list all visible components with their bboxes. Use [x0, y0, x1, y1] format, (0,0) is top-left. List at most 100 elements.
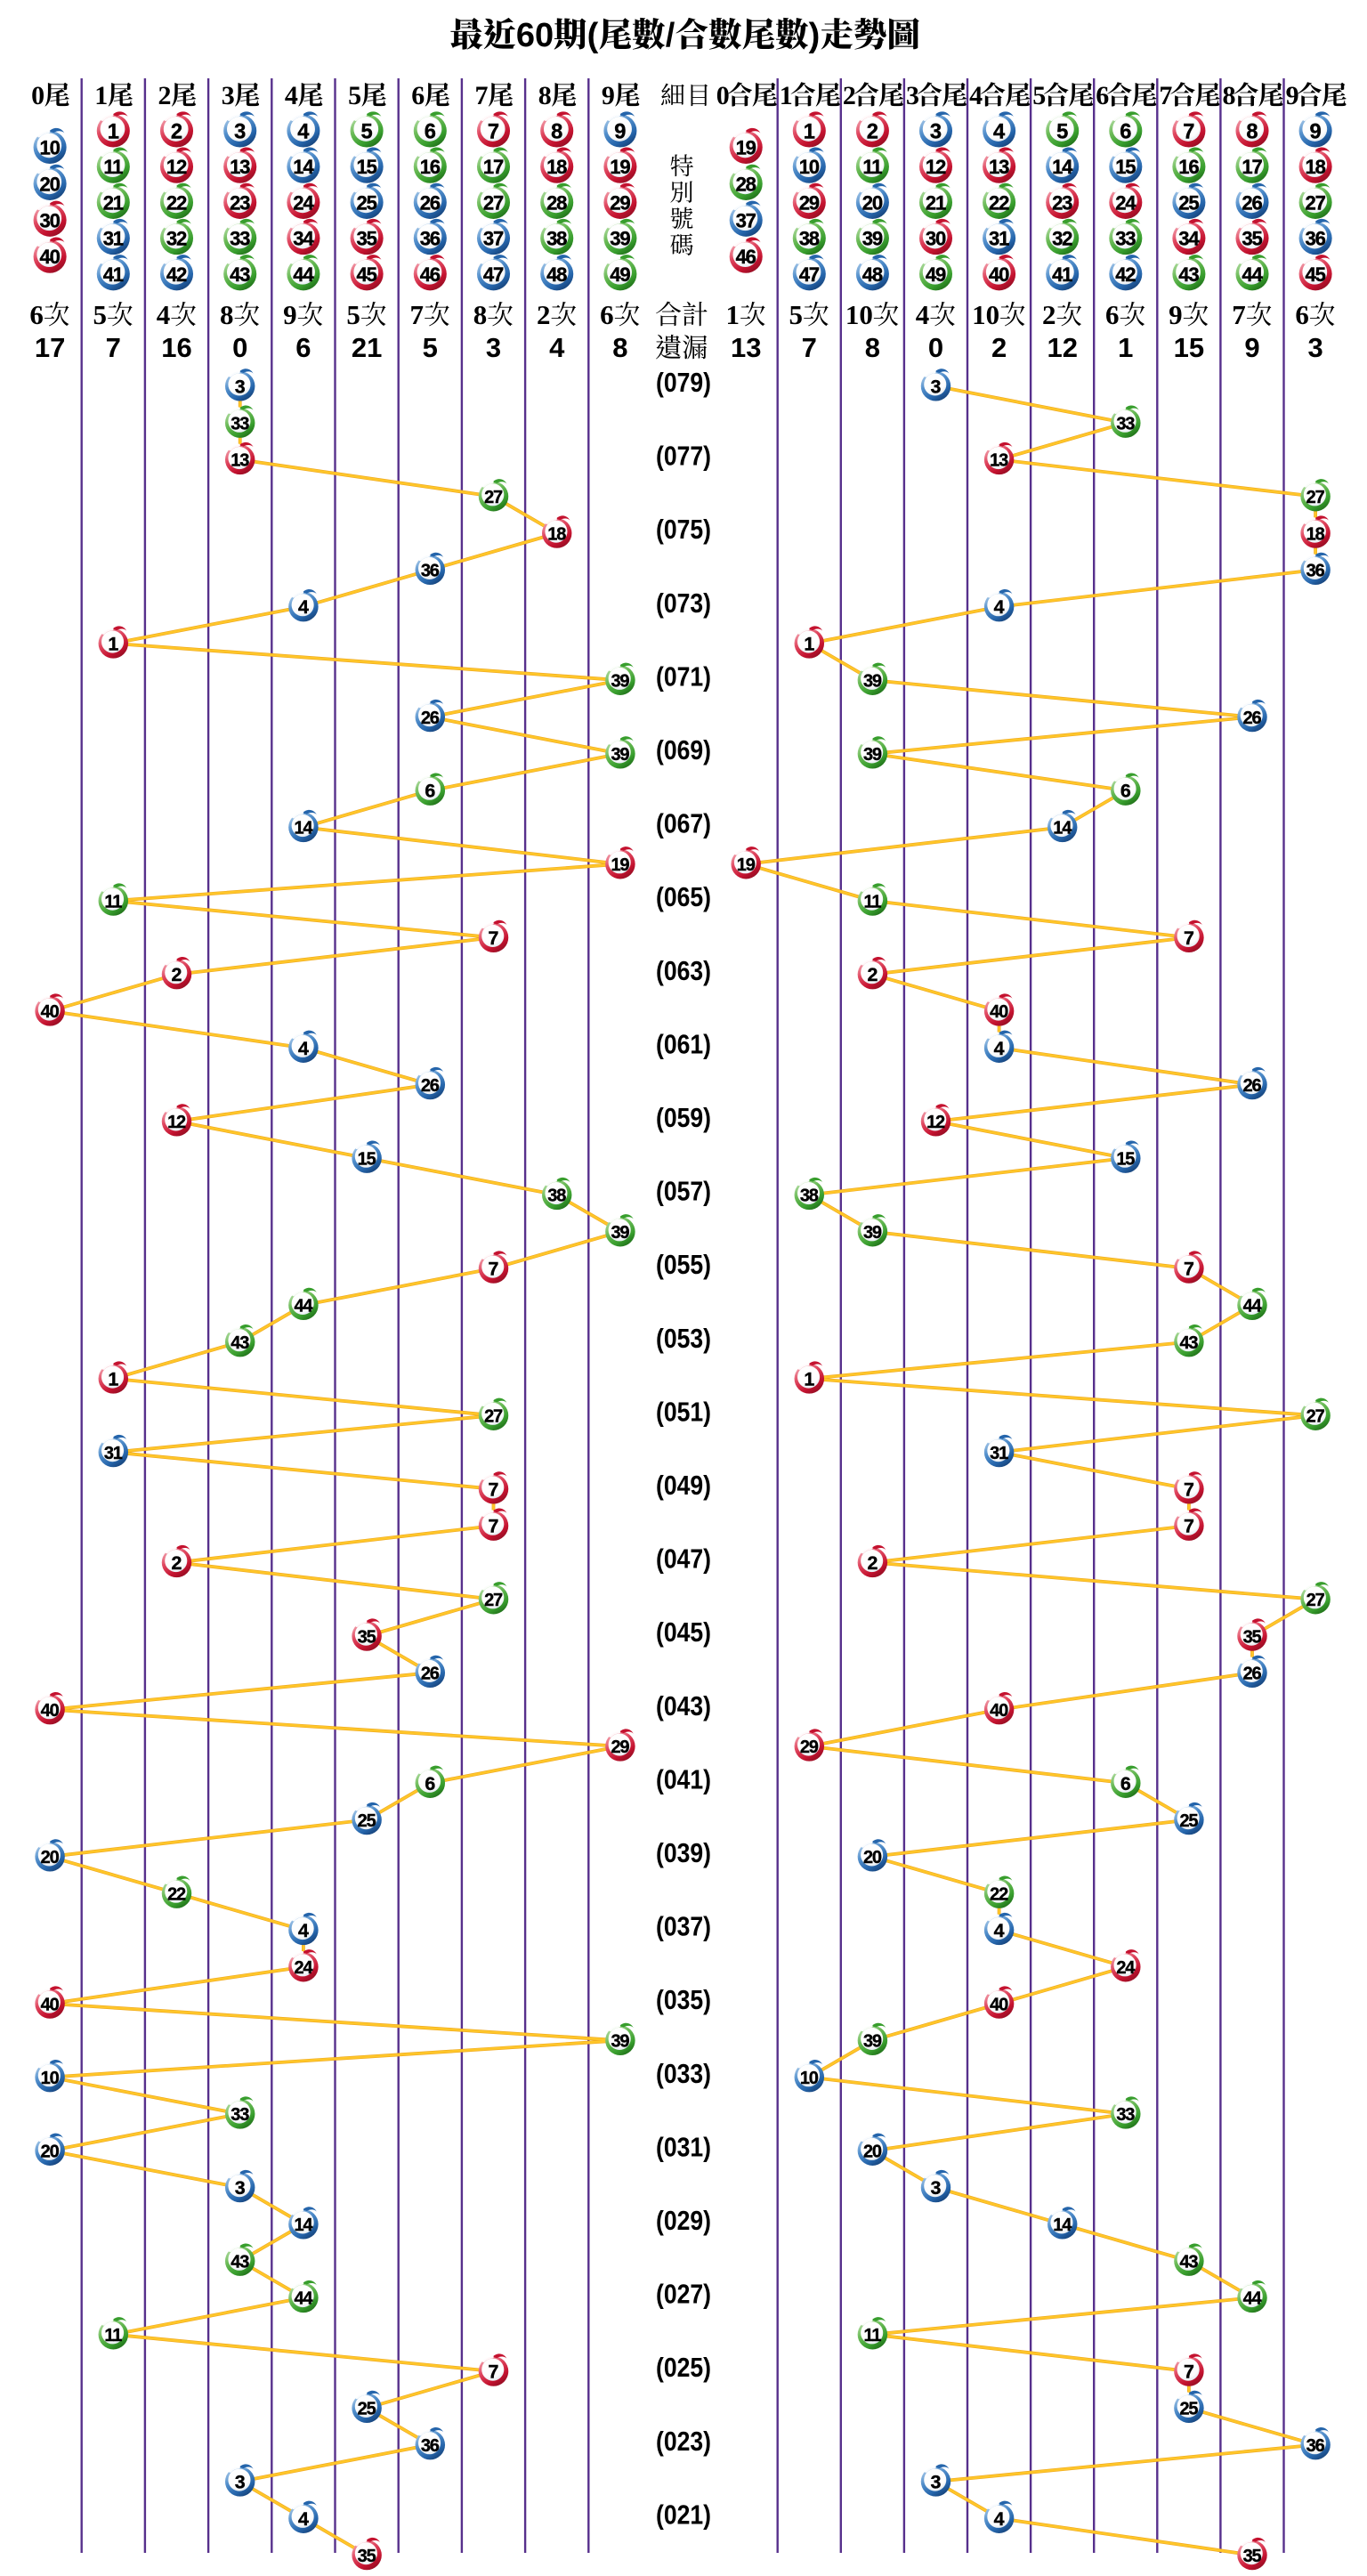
svg-text:22: 22: [166, 191, 187, 214]
svg-text:22: 22: [989, 191, 1009, 214]
svg-text:25: 25: [1179, 2400, 1198, 2419]
svg-text:19: 19: [611, 855, 629, 875]
svg-text:1: 1: [108, 1369, 118, 1390]
svg-text:36: 36: [1306, 562, 1325, 581]
svg-text:42: 42: [1115, 263, 1136, 286]
svg-text:16: 16: [1178, 156, 1199, 178]
svg-text:45: 45: [1306, 263, 1326, 286]
svg-text:10: 10: [972, 299, 999, 330]
svg-text:31: 31: [104, 1444, 123, 1463]
svg-text:3: 3: [235, 2472, 246, 2493]
svg-text:11: 11: [864, 2326, 882, 2345]
svg-text:26: 26: [1243, 1076, 1262, 1096]
svg-text:7: 7: [410, 299, 425, 330]
svg-text:23: 23: [1052, 191, 1072, 214]
svg-text:39: 39: [611, 745, 629, 765]
svg-text:30: 30: [40, 209, 61, 231]
svg-text:13: 13: [230, 156, 250, 178]
svg-text:3: 3: [1307, 332, 1323, 363]
svg-text:3: 3: [931, 2177, 942, 2199]
svg-text:12: 12: [1047, 332, 1077, 363]
svg-text:10: 10: [845, 299, 873, 330]
svg-text:41: 41: [103, 263, 124, 286]
svg-text:31: 31: [989, 228, 1009, 250]
svg-text:28: 28: [736, 173, 756, 195]
svg-text:7: 7: [1184, 1478, 1194, 1500]
svg-text:(051): (051): [656, 1397, 711, 1427]
svg-text:40: 40: [41, 1995, 60, 2014]
svg-text:10: 10: [799, 156, 820, 178]
svg-text:/: /: [666, 17, 675, 54]
svg-text:6: 6: [1105, 299, 1120, 330]
svg-text:39: 39: [610, 228, 630, 250]
svg-text:14: 14: [1052, 156, 1073, 178]
svg-text:44: 44: [1243, 1297, 1263, 1316]
svg-text:11: 11: [862, 156, 882, 178]
svg-text:4: 4: [969, 81, 983, 110]
svg-text:37: 37: [483, 228, 504, 250]
svg-text:44: 44: [1242, 263, 1263, 286]
svg-text:24: 24: [1116, 1958, 1136, 1978]
svg-text:(067): (067): [656, 809, 711, 839]
svg-text:(025): (025): [656, 2353, 711, 2383]
svg-text:15: 15: [357, 156, 377, 178]
svg-text:38: 38: [547, 1187, 566, 1206]
svg-text:39: 39: [611, 1223, 629, 1243]
svg-text:27: 27: [483, 191, 504, 214]
svg-text:6: 6: [1295, 299, 1309, 330]
svg-text:46: 46: [736, 246, 756, 268]
svg-text:49: 49: [926, 263, 946, 286]
svg-text:1: 1: [804, 1369, 814, 1390]
svg-text:(039): (039): [656, 1838, 711, 1868]
svg-text:38: 38: [800, 1187, 819, 1206]
svg-text:27: 27: [484, 1591, 503, 1610]
svg-text:(073): (073): [656, 588, 711, 619]
svg-text:11: 11: [104, 892, 122, 911]
svg-text:35: 35: [358, 2547, 376, 2566]
svg-text:38: 38: [799, 228, 820, 250]
svg-text:32: 32: [166, 228, 187, 250]
svg-text:17: 17: [35, 332, 65, 363]
svg-text:7: 7: [106, 332, 121, 363]
svg-text:44: 44: [294, 2289, 313, 2309]
svg-text:9: 9: [614, 120, 626, 143]
svg-text:7: 7: [1184, 928, 1194, 949]
svg-text:1: 1: [108, 120, 119, 143]
svg-text:25: 25: [1178, 191, 1199, 214]
svg-text:33: 33: [1115, 228, 1136, 250]
svg-text:36: 36: [420, 228, 441, 250]
svg-text:4: 4: [157, 299, 171, 330]
svg-text:2: 2: [172, 1552, 182, 1574]
svg-text:13: 13: [731, 332, 761, 363]
svg-text:43: 43: [231, 2252, 249, 2272]
svg-text:2: 2: [843, 81, 856, 110]
svg-text:1: 1: [108, 634, 118, 655]
svg-text:6: 6: [425, 781, 435, 802]
svg-text:27: 27: [1306, 191, 1326, 214]
svg-text:33: 33: [1116, 2105, 1135, 2125]
svg-text:(049): (049): [656, 1470, 711, 1501]
svg-text:6: 6: [29, 299, 44, 330]
svg-text:35: 35: [358, 1627, 376, 1647]
svg-text:(: (: [587, 17, 599, 54]
svg-text:3: 3: [222, 81, 235, 110]
svg-text:40: 40: [990, 1701, 1008, 1721]
svg-text:20: 20: [41, 1848, 60, 1867]
svg-text:2: 2: [172, 964, 182, 985]
svg-text:29: 29: [799, 191, 820, 214]
svg-text:): ): [809, 17, 821, 54]
svg-text:24: 24: [293, 191, 314, 214]
svg-text:39: 39: [863, 745, 882, 765]
svg-text:39: 39: [611, 2032, 629, 2052]
svg-text:25: 25: [358, 1811, 376, 1831]
svg-text:(065): (065): [656, 882, 711, 912]
svg-text:26: 26: [421, 709, 440, 728]
svg-text:7: 7: [489, 1516, 499, 1537]
svg-text:9: 9: [1310, 120, 1322, 143]
svg-text:7: 7: [1184, 1259, 1194, 1280]
svg-text:14: 14: [1053, 2216, 1072, 2235]
svg-text:1: 1: [804, 120, 815, 143]
svg-text:40: 40: [990, 1995, 1008, 2014]
svg-text:38: 38: [546, 228, 567, 250]
svg-text:8: 8: [612, 332, 627, 363]
